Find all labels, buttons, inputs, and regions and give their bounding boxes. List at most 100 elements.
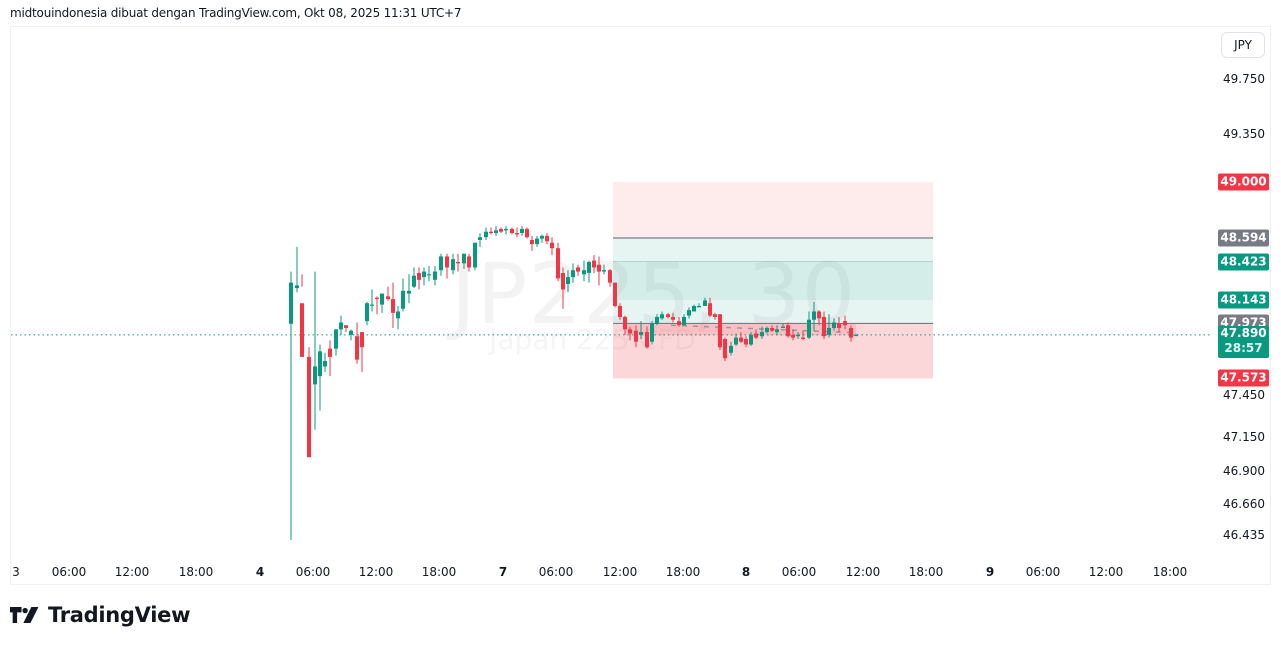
- candle-body: [300, 303, 304, 357]
- candle-body: [613, 282, 617, 306]
- price-level-tag: 48.423: [1218, 253, 1269, 271]
- candle-body: [566, 277, 570, 284]
- candle-body: [708, 303, 712, 316]
- time-axis[interactable]: 3 06:00 12:00 18:00 4 06:00 12:00 18:00 7 06:00 12…: [11, 559, 1212, 584]
- candle-body: [339, 322, 343, 330]
- candle-body: [760, 332, 764, 337]
- candle-body: [645, 332, 649, 348]
- candle-body: [313, 366, 317, 385]
- candle-body: [770, 327, 774, 331]
- candle-body: [692, 305, 696, 312]
- time-tick: 18:00: [665, 565, 701, 579]
- candle-body: [837, 323, 841, 328]
- candle-body: [407, 290, 411, 294]
- candle-body: [671, 316, 675, 320]
- candle-body: [295, 285, 299, 289]
- time-tick: 12:00: [114, 565, 150, 579]
- price-tick: 47.150: [1223, 429, 1265, 444]
- candle-body: [666, 314, 670, 317]
- price-tick: 46.660: [1223, 497, 1265, 512]
- price-tick: 47.450: [1223, 388, 1265, 403]
- candle-body: [749, 334, 753, 345]
- candle-body: [623, 316, 627, 330]
- candle-body: [781, 326, 785, 328]
- price-tick: 49.750: [1223, 72, 1265, 86]
- time-tick: 12:00: [358, 565, 394, 579]
- candle-body: [540, 235, 544, 239]
- candle-body: [791, 334, 795, 338]
- time-tick: 18:00: [1152, 565, 1188, 579]
- candle-body: [786, 325, 790, 337]
- candle-body: [494, 230, 498, 234]
- time-tick: 06:00: [538, 565, 574, 579]
- candle-body: [556, 248, 560, 279]
- candle-body: [807, 319, 811, 338]
- price-tick: 46.435: [1223, 528, 1265, 542]
- candle-body: [639, 332, 643, 335]
- candle-body: [349, 330, 353, 335]
- time-tick: 12:00: [1088, 565, 1124, 579]
- candle-body: [739, 337, 743, 342]
- candle-body: [602, 270, 606, 272]
- candle-body: [744, 338, 748, 345]
- brand-name: TradingView: [48, 603, 191, 627]
- candle-body: [729, 345, 733, 353]
- candle-body: [391, 299, 395, 313]
- candle-body: [765, 327, 769, 333]
- time-tick: 3: [12, 565, 20, 579]
- candle-body: [592, 260, 596, 268]
- candle-body: [545, 235, 549, 242]
- candle-body: [344, 325, 348, 328]
- candle-body: [703, 300, 707, 306]
- candle-body: [289, 282, 293, 324]
- candle-body: [723, 338, 727, 359]
- candle-body: [628, 329, 632, 334]
- chart-plot-area[interactable]: JP225, 30 Japan 225 CFD: [11, 27, 1212, 559]
- price-tag-value: 48.423: [1220, 254, 1267, 269]
- candle-body: [439, 256, 443, 271]
- candle-body: [571, 270, 575, 278]
- candle-body: [401, 290, 405, 309]
- currency-button[interactable]: JPY: [1221, 32, 1265, 58]
- candle-body: [380, 293, 384, 305]
- candle-body: [445, 256, 449, 268]
- candle-body: [550, 242, 554, 249]
- candle-body: [697, 305, 701, 308]
- time-tick: 12:00: [845, 565, 881, 579]
- tradingview-logo-icon: [10, 607, 39, 623]
- candle-body: [462, 253, 466, 264]
- candle-body: [323, 360, 327, 367]
- candle-body: [504, 228, 508, 231]
- candle-body: [484, 231, 488, 238]
- candle-body: [307, 356, 311, 458]
- candle-body: [525, 228, 529, 238]
- candle-body: [608, 270, 612, 283]
- candle-body: [618, 305, 622, 317]
- upper-risk-zone: [613, 182, 933, 239]
- time-tick: 18:00: [421, 565, 457, 579]
- candle-body: [817, 311, 821, 319]
- candle-body: [334, 329, 338, 349]
- target-inner-zone: [613, 261, 933, 301]
- time-tick: 9: [985, 565, 995, 579]
- tradingview-brand: TradingView: [10, 603, 190, 627]
- candle-body: [499, 228, 503, 232]
- time-tick: 06:00: [295, 565, 331, 579]
- candle-body: [832, 322, 836, 328]
- candle-body: [718, 314, 722, 348]
- candlestick-chart: [11, 182, 1212, 540]
- price-tag-value: 47.573: [1220, 370, 1267, 385]
- candle-body: [561, 272, 565, 290]
- price-axis[interactable]: JPY 49.750 49.350 47.450 47.150 46.900 46.660…: [1212, 27, 1270, 559]
- last-price-tag: 47.890 28:57: [1218, 325, 1269, 358]
- candle-body: [375, 297, 379, 300]
- price-tick: 49.350: [1223, 127, 1265, 142]
- candle-body: [360, 332, 364, 348]
- candle-body: [318, 351, 322, 377]
- price-level-tag: 48.143: [1218, 291, 1269, 309]
- time-tick: 7: [498, 565, 508, 579]
- candle-body: [535, 238, 539, 245]
- candle-body: [650, 323, 654, 342]
- price-tag-value: 47.890: [1220, 325, 1267, 340]
- candle-body: [576, 267, 580, 272]
